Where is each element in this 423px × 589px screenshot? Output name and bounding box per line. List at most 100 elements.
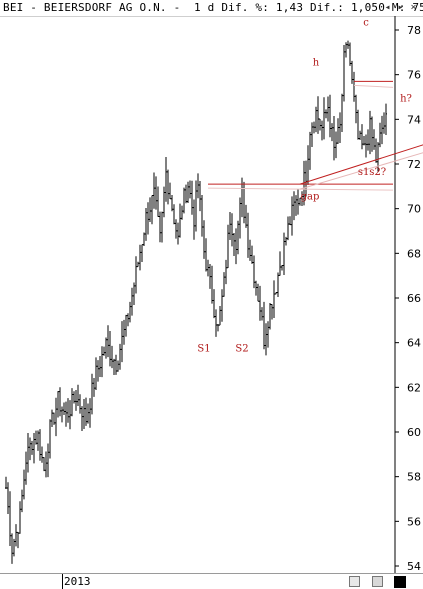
price-bar bbox=[45, 451, 47, 478]
price-bar bbox=[83, 398, 85, 429]
price-bar bbox=[67, 398, 69, 423]
price-bar bbox=[9, 491, 11, 547]
price-bar bbox=[5, 476, 7, 489]
price-bar bbox=[127, 313, 129, 327]
price-bar bbox=[255, 280, 257, 296]
price-bar bbox=[381, 115, 383, 145]
price-bar bbox=[163, 186, 165, 218]
price-bar bbox=[365, 134, 367, 158]
price-bar bbox=[131, 287, 133, 316]
price-bar bbox=[203, 220, 205, 259]
price-bar bbox=[359, 130, 361, 141]
price-bar bbox=[19, 501, 21, 534]
price-bar bbox=[361, 124, 363, 150]
price-bar bbox=[171, 194, 173, 212]
price-bar bbox=[13, 538, 15, 557]
price-bar bbox=[207, 259, 209, 277]
price-bar bbox=[165, 157, 167, 202]
price-bar bbox=[93, 377, 95, 397]
price-bar bbox=[221, 289, 223, 322]
price-bar bbox=[253, 255, 255, 289]
price-bar bbox=[357, 109, 359, 140]
price-bar bbox=[95, 357, 97, 391]
price-bar bbox=[121, 321, 123, 363]
toolbar-button-2[interactable] bbox=[372, 576, 383, 587]
price-bar bbox=[33, 432, 35, 464]
price-bar bbox=[51, 409, 53, 428]
price-bar bbox=[227, 224, 229, 269]
price-bar bbox=[209, 264, 211, 289]
price-bar bbox=[271, 303, 273, 320]
price-bar bbox=[77, 384, 79, 406]
price-bar bbox=[109, 330, 111, 367]
scroll-left-icon[interactable]: ◂ bbox=[384, 2, 391, 13]
price-bar bbox=[139, 244, 141, 271]
price-bar bbox=[299, 197, 301, 206]
price-bar bbox=[385, 103, 387, 136]
close-icon[interactable]: × bbox=[410, 2, 417, 13]
price-bar bbox=[241, 177, 243, 218]
price-bar bbox=[281, 264, 283, 271]
price-bar bbox=[63, 402, 65, 416]
price-bar bbox=[319, 118, 321, 131]
price-bar bbox=[331, 123, 333, 142]
y-axis: 54 56 58 60 62 64 66 68 70 72 74 76 78 bbox=[395, 24, 421, 573]
price-bar bbox=[313, 121, 315, 134]
price-bar bbox=[183, 187, 185, 214]
price-bar bbox=[379, 122, 381, 148]
price-bar bbox=[275, 291, 277, 295]
price-bar bbox=[351, 60, 353, 84]
price-bar bbox=[289, 216, 291, 226]
price-bar bbox=[101, 346, 103, 378]
y-tick-label: 66 bbox=[407, 292, 421, 305]
toolbar-button-3[interactable] bbox=[394, 576, 406, 588]
price-bar bbox=[87, 403, 89, 424]
annotation-s1: S1 bbox=[197, 344, 210, 355]
price-bar bbox=[325, 109, 327, 119]
price-bar bbox=[343, 44, 345, 102]
price-bar bbox=[279, 251, 281, 276]
price-bar bbox=[49, 419, 51, 459]
price-bar bbox=[363, 135, 365, 146]
price-bar bbox=[35, 430, 37, 445]
price-bar bbox=[79, 394, 81, 414]
price-bar bbox=[311, 122, 313, 148]
price-bar bbox=[59, 387, 61, 417]
price-bar bbox=[99, 356, 101, 377]
price-bar bbox=[297, 189, 299, 215]
price-bar bbox=[295, 195, 297, 216]
price-bar bbox=[383, 112, 385, 134]
price-bar bbox=[23, 469, 25, 500]
price-bar bbox=[107, 325, 109, 358]
price-bar bbox=[71, 388, 73, 417]
price-bar bbox=[323, 97, 325, 140]
price-bar bbox=[161, 211, 163, 243]
price-bar bbox=[105, 337, 107, 359]
annotation-h: h? bbox=[400, 93, 412, 104]
price-bar bbox=[177, 222, 179, 245]
scroll-right-icon[interactable]: ▸ bbox=[397, 2, 404, 13]
price-bar bbox=[199, 181, 201, 212]
price-bar bbox=[29, 437, 31, 461]
price-bar bbox=[21, 489, 23, 513]
y-tick-label: 56 bbox=[407, 515, 421, 528]
y-tick-label: 72 bbox=[407, 158, 421, 171]
price-bar bbox=[327, 96, 329, 122]
price-bar bbox=[205, 238, 207, 272]
price-bar bbox=[57, 391, 59, 418]
price-bar bbox=[153, 172, 155, 209]
price-bar bbox=[123, 319, 125, 345]
y-tick-label: 76 bbox=[407, 69, 421, 82]
y-tick-label: 64 bbox=[407, 337, 421, 350]
price-bar bbox=[133, 282, 135, 306]
price-bar bbox=[321, 120, 323, 141]
price-bar bbox=[15, 524, 17, 547]
price-bar bbox=[231, 213, 233, 247]
price-bar bbox=[125, 314, 127, 337]
price-bar bbox=[149, 197, 151, 223]
price-bar bbox=[239, 197, 241, 239]
chart-title: BEI - BEIERSDORF AG O.N. - 1 d Dif. %: 1… bbox=[3, 1, 423, 14]
price-bar bbox=[347, 40, 349, 49]
toolbar-button-1[interactable] bbox=[349, 576, 360, 587]
price-bar bbox=[179, 203, 181, 238]
